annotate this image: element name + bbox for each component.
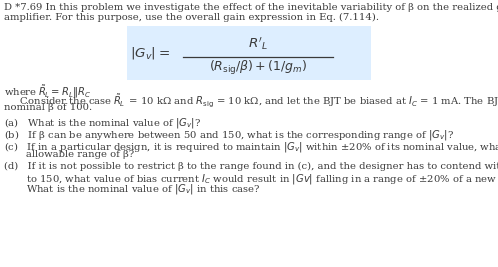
Text: (c)   If in a particular design, it is required to maintain $|G_v|$ within ±20% : (c) If in a particular design, it is req… bbox=[4, 140, 498, 154]
Text: where $\tilde{R}_{\!L} = R_L \| R_C$: where $\tilde{R}_{\!L} = R_L \| R_C$ bbox=[4, 83, 91, 100]
Text: nominal β of 100.: nominal β of 100. bbox=[4, 103, 92, 112]
Text: to 150, what value of bias current $I_C$ would result in $|Gv|$ falling in a ran: to 150, what value of bias current $I_C$… bbox=[4, 172, 498, 186]
Text: $R'_L$: $R'_L$ bbox=[248, 35, 268, 52]
Text: What is the nominal value of $|G_v|$ in this case?: What is the nominal value of $|G_v|$ in … bbox=[4, 182, 261, 196]
Text: amplifier. For this purpose, use the overall gain expression in Eq. (7.114).: amplifier. For this purpose, use the ove… bbox=[4, 13, 379, 22]
Text: $(R_{\rm sig}/\beta)+(1/g_m)$: $(R_{\rm sig}/\beta)+(1/g_m)$ bbox=[209, 59, 307, 77]
Text: (d)   If it is not possible to restrict β to the range found in (c), and the des: (d) If it is not possible to restrict β … bbox=[4, 162, 498, 171]
Text: (a)   What is the nominal value of $|G_v|$?: (a) What is the nominal value of $|G_v|$… bbox=[4, 116, 201, 130]
Text: (b)   If β can be anywhere between 50 and 150, what is the corresponding range o: (b) If β can be anywhere between 50 and … bbox=[4, 128, 454, 142]
Text: Consider the case $\tilde{R}_{\!L}\,$ = 10 kΩ and $R_{\rm sig}$ = 10 kΩ, and let: Consider the case $\tilde{R}_{\!L}\,$ = … bbox=[4, 93, 498, 110]
FancyBboxPatch shape bbox=[127, 26, 371, 80]
Text: $|G_{v}|=$: $|G_{v}|=$ bbox=[130, 45, 170, 61]
Text: allowable range of β?: allowable range of β? bbox=[4, 150, 134, 159]
Text: D *7.69 In this problem we investigate the effect of the inevitable variability : D *7.69 In this problem we investigate t… bbox=[4, 3, 498, 12]
